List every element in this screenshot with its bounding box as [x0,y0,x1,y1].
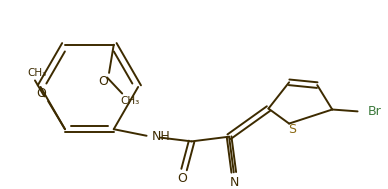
Text: O: O [99,75,108,88]
Text: Br: Br [368,105,382,118]
Text: O: O [177,172,187,185]
Text: CH₃: CH₃ [120,96,139,106]
Text: N: N [230,176,239,189]
Text: NH: NH [152,130,171,143]
Text: S: S [288,123,296,136]
Text: CH₃: CH₃ [27,68,47,78]
Text: O: O [36,87,47,100]
